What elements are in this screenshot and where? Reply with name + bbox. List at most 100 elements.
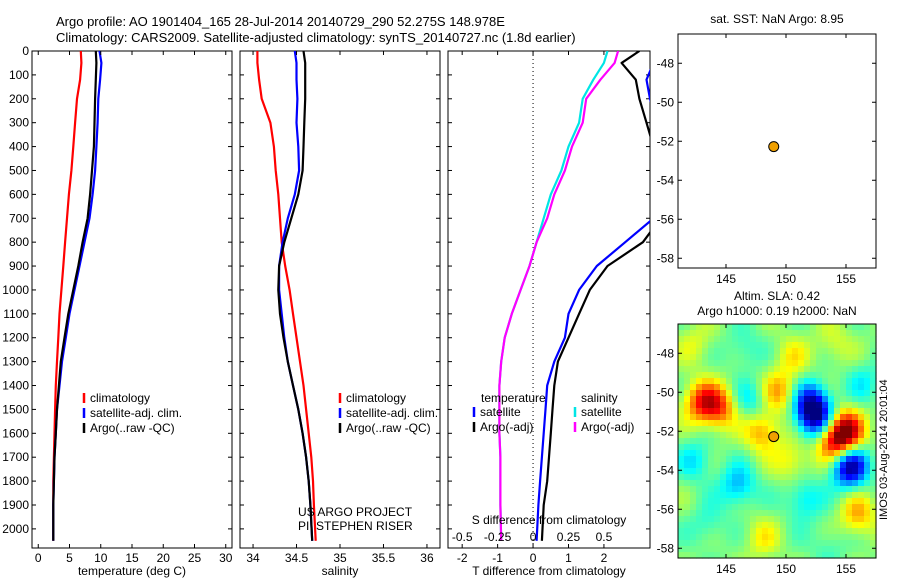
sla-map-cell (816, 420, 823, 427)
sla-map-cell (810, 372, 817, 379)
sla-map-cell (858, 540, 865, 547)
sla-map-cell (708, 348, 715, 355)
sla-map-cell (792, 360, 799, 367)
sla-map-cell (828, 462, 835, 469)
sla-map-cell (690, 468, 697, 475)
sla-map-cell (834, 426, 841, 433)
sla-map-cell (840, 354, 847, 361)
sla-map-cell (798, 384, 805, 391)
sla-map-cell (834, 342, 841, 349)
sla-map-cell (822, 372, 829, 379)
sla-map-cell (702, 450, 709, 457)
sla-map-cell (738, 342, 745, 349)
sla-map-cell (822, 456, 829, 463)
sla-map-cell (678, 540, 685, 547)
temperature-xtick-label: 30 (219, 551, 233, 565)
sla-map-cell (720, 510, 727, 517)
sla-map-cell (846, 396, 853, 403)
sla-map-cell (858, 414, 865, 421)
sla-map-cell (858, 504, 865, 511)
sla-map-cell (690, 480, 697, 487)
sla-map-cell (684, 498, 691, 505)
sla-map-cell (810, 480, 817, 487)
sla-map-cell (744, 414, 751, 421)
temperature-ytick-label: 700 (9, 211, 29, 225)
sla-map-cell (690, 366, 697, 373)
sla-map-cell (720, 426, 727, 433)
sla-map-cell (810, 426, 817, 433)
sla-map-cell (780, 348, 787, 355)
sla-map-cell (714, 552, 721, 559)
sla-map-cell (774, 480, 781, 487)
sla-map-cell (774, 516, 781, 523)
sla-map-cell (858, 510, 865, 517)
sla-map-cell (678, 450, 685, 457)
sla-map-cell (792, 348, 799, 355)
sla-map-cell (696, 552, 703, 559)
sla-map-cell (810, 516, 817, 523)
sla-map-cell (762, 420, 769, 427)
sla-map-cell (738, 324, 745, 331)
sla-map-cell (684, 474, 691, 481)
sla-map-cell (744, 522, 751, 529)
sla-map-cell (714, 390, 721, 397)
sla-map-cell (774, 330, 781, 337)
sla-map-cell (696, 528, 703, 535)
sla-map-cell (768, 546, 775, 553)
sla-map-cell (756, 354, 763, 361)
sla-map-cell (786, 372, 793, 379)
sla-map-cell (708, 498, 715, 505)
sla-map-cell (690, 528, 697, 535)
sla-map-cell (756, 552, 763, 559)
difference-xtick-label: 1 (565, 551, 572, 565)
sla-map-cell (828, 396, 835, 403)
sla-map-cell (750, 402, 757, 409)
sla-map-cell (768, 444, 775, 451)
sla-map-cell (690, 360, 697, 367)
sla-map-cell (846, 402, 853, 409)
sla-map-cell (798, 390, 805, 397)
sla-map-cell (684, 522, 691, 529)
sla-map-cell (750, 480, 757, 487)
sla-map-cell (828, 498, 835, 505)
sla-map-cell (702, 534, 709, 541)
sla-map-cell (684, 342, 691, 349)
sla-map-cell (774, 384, 781, 391)
sla-map-cell (780, 498, 787, 505)
sla-map-cell (768, 552, 775, 559)
sla-map-cell (810, 462, 817, 469)
sla-map-cell (768, 330, 775, 337)
sla-map-cell (744, 516, 751, 523)
sla-map-cell (750, 330, 757, 337)
sla-map-cell (744, 372, 751, 379)
sla-map-cell (822, 552, 829, 559)
sla-map-cell (792, 330, 799, 337)
sla-map-cell (864, 456, 871, 463)
sla-map-cell (822, 366, 829, 373)
sla-map-cell (684, 354, 691, 361)
sla-map-cell (804, 420, 811, 427)
sla-map-cell (726, 486, 733, 493)
sla-map-cell (810, 534, 817, 541)
sla-map-cell (726, 384, 733, 391)
sla-map-cell (696, 396, 703, 403)
sla-map-cell (792, 456, 799, 463)
sla-map-cell (840, 342, 847, 349)
sla-map-cell (756, 498, 763, 505)
sla-map-cell (834, 408, 841, 415)
sla-map-cell (774, 450, 781, 457)
sla-map-cell (702, 432, 709, 439)
sla-map-cell (864, 534, 871, 541)
sla-map-cell (696, 378, 703, 385)
sla-map-cell (696, 336, 703, 343)
sla-map-cell (720, 438, 727, 445)
sla-map-cell (834, 450, 841, 457)
sla-map-cell (768, 390, 775, 397)
sla-map-cell (792, 336, 799, 343)
sla-map-cell (870, 372, 877, 379)
sla-map-cell (720, 402, 727, 409)
sla-map-cell (804, 342, 811, 349)
sla-map-cell (846, 522, 853, 529)
sla-map-cell (726, 402, 733, 409)
difference-series-3 (498, 51, 609, 541)
